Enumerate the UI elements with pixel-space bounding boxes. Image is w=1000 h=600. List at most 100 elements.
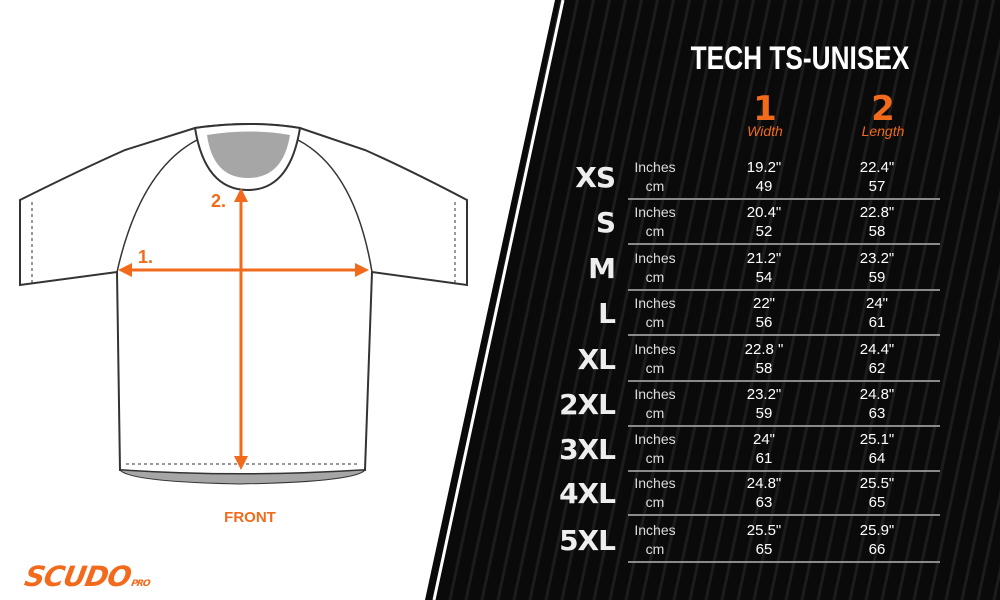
width-values: 19.2" 49	[724, 158, 804, 196]
width-values: 21.2" 54	[724, 249, 804, 287]
table-row: S Inches cm 20.4" 52 22.8" 58	[550, 200, 970, 245]
unit-labels: Inches cm	[630, 474, 680, 512]
unit-cm: cm	[645, 314, 665, 330]
row-divider	[628, 470, 940, 472]
raglan-seam-left	[116, 139, 198, 273]
table-row: 3XL Inches cm 24" 61 25.1" 64	[550, 427, 970, 472]
length-cm: 64	[868, 450, 886, 467]
row-divider	[628, 198, 940, 200]
size-label: 5XL	[559, 524, 616, 557]
width-cm: 54	[755, 269, 773, 286]
length-cm: 59	[868, 269, 886, 286]
unit-labels: Inches cm	[630, 158, 680, 196]
width-cm: 52	[755, 223, 773, 240]
unit-labels: Inches cm	[630, 340, 680, 378]
width-cm: 59	[755, 405, 773, 422]
length-arrow	[234, 188, 248, 470]
unit-inches: Inches	[634, 386, 676, 402]
size-label: XL	[577, 343, 616, 376]
length-inches: 24.4"	[859, 341, 895, 358]
size-label: L	[598, 297, 616, 330]
width-inches: 22.8 "	[744, 341, 784, 358]
length-cm: 58	[868, 223, 886, 240]
length-inches: 25.1"	[859, 431, 895, 448]
length-values: 24.4" 62	[837, 340, 917, 378]
width-values: 23.2" 59	[724, 385, 804, 423]
shirt-diagram	[19, 123, 468, 485]
unit-cm: cm	[645, 178, 665, 194]
width-values: 20.4" 52	[724, 203, 804, 241]
table-row: 2XL Inches cm 23.2" 59 24.8" 63	[550, 382, 970, 427]
column-header-length: Length	[861, 123, 905, 139]
unit-inches: Inches	[634, 204, 676, 220]
raglan-seam-right	[297, 139, 373, 273]
width-values: 24.8" 63	[724, 474, 804, 512]
unit-cm: cm	[645, 494, 665, 510]
width-inches: 24"	[752, 431, 775, 448]
row-divider	[628, 243, 940, 245]
table-row: 4XL Inches cm 24.8" 63 25.5" 65	[550, 471, 970, 516]
length-cm: 62	[868, 360, 886, 377]
width-inches: 23.2"	[746, 386, 782, 403]
length-values: 25.1" 64	[837, 430, 917, 468]
length-cm: 57	[868, 178, 886, 195]
unit-cm: cm	[645, 223, 665, 239]
unit-inches: Inches	[634, 431, 676, 447]
size-label: 2XL	[559, 388, 616, 421]
unit-labels: Inches cm	[630, 521, 680, 559]
unit-labels: Inches cm	[630, 294, 680, 332]
unit-cm: cm	[645, 450, 665, 466]
table-row: XS Inches cm 19.2" 49 22.4" 57	[550, 155, 970, 200]
width-inches: 19.2"	[746, 159, 782, 176]
width-arrow	[118, 263, 369, 277]
unit-labels: Inches cm	[630, 430, 680, 468]
size-label: S	[595, 206, 616, 239]
brand-logo: SCUDOPRO	[22, 560, 154, 593]
width-marker-label: 1.	[138, 247, 154, 267]
length-inches: 25.5"	[859, 475, 895, 492]
logo-brand: SCUDO	[22, 560, 134, 593]
width-cm: 63	[755, 494, 773, 511]
unit-labels: Inches cm	[630, 385, 680, 423]
row-divider	[628, 561, 940, 563]
row-divider	[628, 425, 940, 427]
unit-inches: Inches	[634, 295, 676, 311]
size-label: XS	[575, 161, 616, 194]
unit-cm: cm	[645, 269, 665, 285]
unit-inches: Inches	[634, 250, 676, 266]
width-values: 22.8 " 58	[724, 340, 804, 378]
width-inches: 24.8"	[746, 475, 782, 492]
panel-edge-stripe	[432, 0, 565, 600]
length-inches: 24"	[865, 295, 888, 312]
unit-cm: cm	[645, 360, 665, 376]
length-cm: 63	[868, 405, 886, 422]
width-cm: 65	[755, 541, 773, 558]
column-header-width: Width	[747, 123, 783, 139]
length-marker-label: 2.	[211, 191, 227, 211]
unit-inches: Inches	[634, 159, 676, 175]
width-values: 25.5" 65	[724, 521, 804, 559]
length-inches: 24.8"	[859, 386, 895, 403]
unit-inches: Inches	[634, 522, 676, 538]
length-inches: 22.4"	[859, 159, 895, 176]
width-values: 24" 61	[724, 430, 804, 468]
width-cm: 49	[755, 178, 773, 195]
row-divider	[628, 380, 940, 382]
length-cm: 66	[868, 541, 886, 558]
length-values: 24.8" 63	[837, 385, 917, 423]
table-row: M Inches cm 21.2" 54 23.2" 59	[550, 246, 970, 291]
table-row: 5XL Inches cm 25.5" 65 25.9" 66	[550, 518, 970, 563]
view-label: FRONT	[224, 509, 276, 526]
width-cm: 56	[755, 314, 773, 331]
width-inches: 20.4"	[746, 204, 782, 221]
length-values: 22.4" 57	[837, 158, 917, 196]
panel-edge-stripe	[420, 0, 554, 600]
table-row: L Inches cm 22" 56 24" 61	[550, 291, 970, 336]
unit-labels: Inches cm	[630, 249, 680, 287]
logo-sub: PRO	[130, 579, 151, 589]
length-inches: 22.8"	[859, 204, 895, 221]
length-inches: 23.2"	[859, 250, 895, 267]
width-values: 22" 56	[724, 294, 804, 332]
collar-inside	[207, 131, 290, 178]
